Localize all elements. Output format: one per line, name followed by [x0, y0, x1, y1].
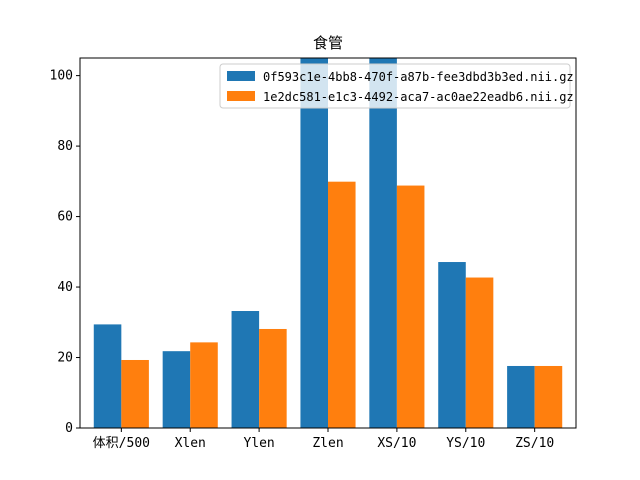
x-tick-label: Zlen — [312, 436, 343, 451]
bar-1-Xlen — [162, 351, 191, 428]
x-tick-label: 体积/500 — [93, 436, 150, 451]
axes-group: 0 20 40 60 80 100 体积/500 Xlen Ylen Zlen XS/10 YS/10… — [50, 57, 577, 451]
bar-2-ZS/10 — [534, 365, 563, 428]
bars-group — [93, 58, 563, 428]
x-tick-label: Ylen — [243, 436, 274, 451]
legend-swatch — [227, 71, 255, 81]
bar-1-体积/500 — [93, 324, 122, 428]
bar-1-XS/10 — [369, 58, 397, 428]
bar-2-Zlen — [328, 181, 356, 428]
bar-1-ZS/10 — [507, 365, 535, 428]
y-tick-label: 0 — [65, 421, 73, 436]
x-tick-label: XS/10 — [377, 436, 416, 451]
bar-2-XS/10 — [396, 185, 425, 428]
bar-1-YS/10 — [438, 262, 466, 428]
y-tick-label: 40 — [57, 280, 73, 295]
y-tick-label: 60 — [57, 210, 73, 225]
bar-1-Zlen — [300, 58, 328, 428]
bar-2-YS/10 — [465, 277, 494, 428]
x-tick-label: YS/10 — [446, 436, 485, 451]
bar-2-Xlen — [190, 342, 218, 428]
legend-label: 1e2dc581-e1c3-4492-aca7-ac0ae22eadb6.nii… — [263, 90, 574, 104]
legend-box — [219, 63, 571, 109]
bar-1-Ylen — [231, 311, 260, 428]
legend-swatch — [227, 91, 255, 101]
y-tick-label: 80 — [57, 139, 73, 154]
y-tick-label: 100 — [50, 69, 73, 84]
legend: 0f593c1e-4bb8-470f-a87b-fee3dbd3b3ed.nii… — [219, 63, 574, 109]
bar-2-体积/500 — [121, 359, 149, 428]
y-tick-label: 20 — [57, 351, 73, 366]
legend-label: 0f593c1e-4bb8-470f-a87b-fee3dbd3b3ed.nii… — [263, 70, 574, 84]
chart-title: 食管 — [313, 34, 343, 52]
x-tick-label: ZS/10 — [515, 436, 554, 451]
x-tick-label: Xlen — [175, 436, 206, 451]
bar-2-Ylen — [259, 328, 287, 428]
